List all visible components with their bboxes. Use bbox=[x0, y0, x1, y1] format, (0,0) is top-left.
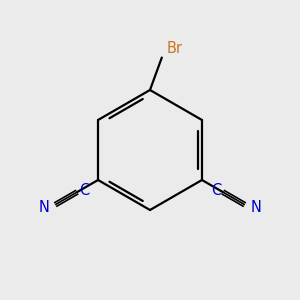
Text: N: N bbox=[250, 200, 261, 215]
Text: C: C bbox=[211, 183, 221, 198]
Text: N: N bbox=[39, 200, 50, 215]
Text: C: C bbox=[79, 183, 89, 198]
Text: Br: Br bbox=[166, 41, 182, 56]
